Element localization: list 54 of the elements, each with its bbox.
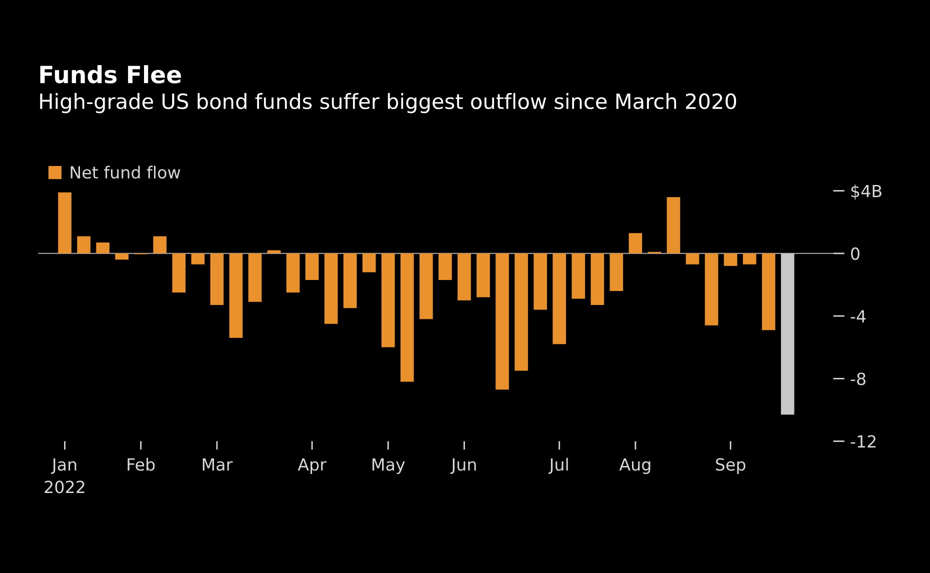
bar (362, 253, 376, 272)
bar (686, 253, 700, 264)
x-tick-label: Feb (128, 458, 155, 471)
bar (77, 236, 90, 254)
bar (724, 253, 738, 266)
bar (324, 253, 338, 324)
bar (496, 253, 509, 390)
bar (458, 253, 471, 300)
bar (400, 253, 414, 382)
bar (381, 253, 395, 348)
bar (780, 253, 794, 415)
bar (438, 253, 452, 280)
bar (762, 253, 776, 330)
bar (153, 236, 167, 254)
bar (58, 192, 72, 254)
x-tick-label: Aug (619, 458, 650, 474)
bar (552, 253, 566, 344)
y-tick-label: -12 (850, 435, 876, 448)
bar (248, 253, 262, 302)
x-tick-label: May (372, 458, 405, 474)
x-tick-label: Jul (548, 458, 568, 474)
bar (172, 253, 186, 293)
chart-subtitle: High-grade US bond funds suffer biggest outflow since March 2020 (40, 93, 736, 114)
y-tick-label: $4B (851, 184, 882, 200)
bar (210, 253, 224, 306)
x-tick-label: Apr (298, 458, 326, 474)
bar (572, 253, 586, 299)
y-tick-label: -4 (850, 310, 866, 322)
y-tick-label: 0 (851, 247, 860, 260)
x-tick-label: Jan 2022 (44, 458, 84, 494)
bar (96, 242, 110, 254)
x-tick-label: Jun (450, 458, 476, 474)
bar (704, 253, 718, 326)
bar (476, 253, 490, 298)
x-tick-label: Sep (716, 458, 746, 474)
x-tick-label: Mar (202, 458, 233, 471)
bar (191, 253, 205, 264)
bar (742, 253, 756, 264)
bar (610, 253, 624, 291)
bar (420, 253, 433, 320)
bar (115, 253, 128, 260)
bar (628, 233, 642, 254)
bar (666, 197, 680, 254)
bar (343, 253, 357, 308)
bar (229, 253, 243, 338)
bar (534, 253, 547, 310)
bar (590, 253, 604, 306)
chart-title: Funds Flee (40, 65, 181, 84)
bar (267, 250, 281, 254)
y-tick-label: -8 (850, 372, 866, 386)
bar (514, 253, 528, 371)
bar (305, 253, 319, 280)
bar (286, 253, 300, 293)
legend-label: Net fund flow (70, 166, 180, 179)
